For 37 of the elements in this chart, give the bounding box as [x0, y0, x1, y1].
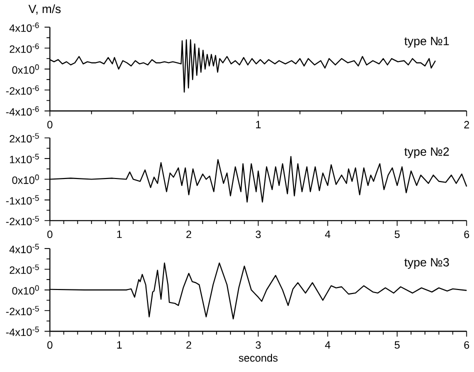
x-tick-label: 6: [464, 341, 470, 349]
x-tick-label: 1: [256, 120, 261, 128]
x-tick-label: 2: [186, 230, 192, 238]
y-tick-label: 0x10$^{0}$: [12, 64, 39, 74]
x-tick-label: 4: [325, 341, 330, 348]
y-tick-label: -1x10$^{-5}$: [6, 195, 39, 205]
y-tick-label: 0x10$^{0}$: [12, 285, 39, 295]
x-tick-label: 3: [256, 230, 261, 238]
annotation: type №1: [404, 36, 449, 48]
x-tick-label: 0: [47, 120, 52, 128]
x-tick-label: 4: [325, 230, 330, 238]
x-tick-label: 6: [464, 230, 470, 238]
x-tick-label: 1: [117, 341, 122, 348]
y-tick-label: 1x10$^{-5}$: [10, 154, 39, 164]
x-tick-label: 2: [186, 341, 192, 349]
x-tick-label: 2: [464, 120, 470, 128]
x-tick-label: 3: [256, 341, 261, 349]
y-tick-label: 4x10$^{-6}$: [9, 22, 39, 32]
x-tick-label: 0: [47, 230, 52, 238]
y-axis-title: V, m/s: [28, 4, 61, 14]
y-tick-label: -2x10$^{-5}$: [6, 216, 39, 226]
y-tick-label: -4x10$^{-6}$: [6, 106, 39, 116]
y-tick-label: -2x10$^{-6}$: [6, 85, 39, 95]
y-tick-label: 2x10$^{-5}$: [10, 264, 39, 274]
y-tick-label: 2x10$^{-6}$: [10, 43, 39, 53]
x-tick-label: 5: [394, 230, 400, 238]
y-tick-label: 2x10$^{-5}$: [10, 133, 39, 142]
x-axis-title: seconds: [238, 354, 278, 362]
y-tick-label: 0x10$^{0}$: [12, 174, 39, 184]
annotation: type №3: [404, 258, 449, 269]
x-tick-label: 5: [394, 341, 400, 349]
x-tick-label: 0: [47, 341, 52, 349]
x-tick-label: 1: [117, 230, 122, 238]
y-tick-label: -2x10$^{-5}$: [6, 306, 39, 316]
annotation: type №2: [404, 147, 449, 158]
y-tick-label: 4x10$^{-5}$: [9, 244, 39, 254]
y-tick-label: -4x10$^{-5}$: [6, 326, 39, 336]
